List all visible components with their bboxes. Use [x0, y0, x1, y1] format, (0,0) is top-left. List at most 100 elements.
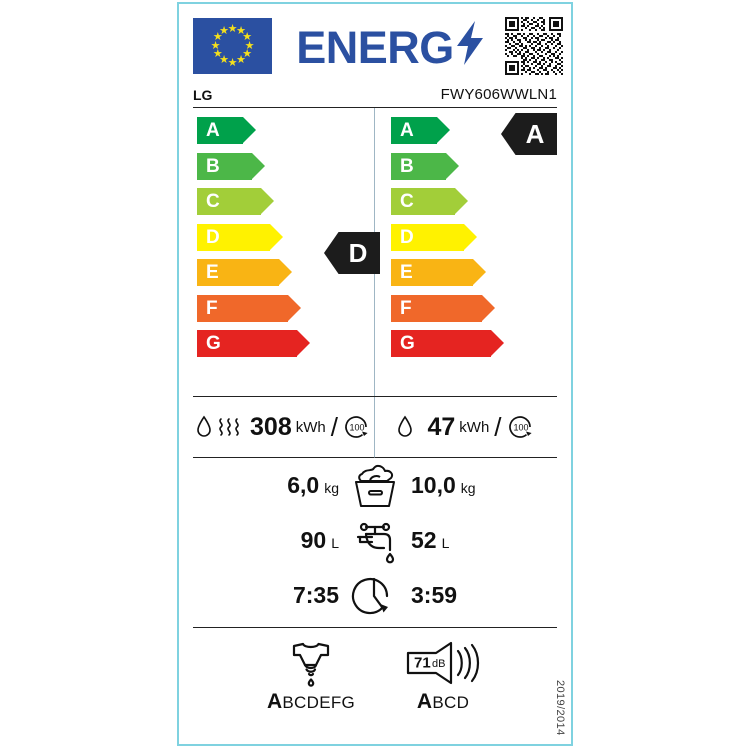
- duration-left-value: 7:35: [292, 582, 339, 608]
- eu-star-icon: ★: [242, 48, 253, 60]
- capacity-left: 6,0 kg: [211, 472, 339, 499]
- noise-emission: 71 dB ABCD: [403, 638, 483, 714]
- brand-model-row: LG FWY606WWLN1: [193, 82, 557, 108]
- energy-class-letter: E: [206, 262, 219, 283]
- energy-class-letter: A: [206, 120, 220, 141]
- energy-class-letter: G: [206, 333, 221, 354]
- eu-star-icon: ★: [242, 31, 253, 43]
- energy-class-letter: E: [400, 262, 413, 283]
- eu-energy-label: ★ ★ ★ ★ ★ ★ ★ ★ ★ ★ ★ ★ ENERG: [177, 2, 573, 746]
- regulation-reference: 2019/2014: [554, 680, 566, 736]
- bottom-classes-row: ABCDEFG 71 dB: [193, 627, 557, 723]
- water-right-unit: L: [441, 535, 450, 551]
- energy-class-letter: C: [206, 191, 220, 212]
- energy-class-arrow-d: D: [391, 223, 557, 251]
- spin-remaining-classes: BCDEFG: [282, 693, 356, 712]
- model-name: FWY606WWLN1: [440, 86, 557, 103]
- clock-icon: [339, 571, 411, 621]
- heat-waves-icon: [219, 418, 239, 436]
- eu-star-icon: ★: [212, 48, 223, 60]
- energy-value-wash-dry: 308: [250, 412, 292, 441]
- eu-star-icon: ★: [236, 54, 246, 67]
- energy-class-arrow-e: E: [197, 259, 374, 286]
- water-right-value: 52: [411, 527, 437, 553]
- spin-tshirt-icon: [280, 638, 342, 688]
- water-left-unit: L: [331, 535, 339, 551]
- capacity-left-value: 6,0: [287, 472, 320, 498]
- svg-text:100: 100: [513, 423, 528, 433]
- energy-class-arrow-g: G: [391, 330, 557, 357]
- energy-class-letter: F: [400, 297, 412, 319]
- spin-class-line: ABCDEFG: [267, 690, 355, 714]
- energy-class-arrow-a: A: [197, 117, 374, 144]
- brand-name: LG: [193, 86, 213, 103]
- lightning-bolt-icon: [455, 20, 485, 72]
- energy-unit-wash-dry: kWh: [295, 418, 326, 436]
- energy-class-letter: C: [400, 191, 414, 212]
- spin-drying-efficiency: ABCDEFG: [267, 638, 355, 714]
- energy-class-arrow-a: A: [391, 117, 557, 144]
- capacity-right: 10,0 kg: [411, 472, 539, 499]
- noise-rated-class: A: [416, 690, 433, 713]
- energy-class-arrow-b: B: [391, 152, 557, 180]
- capacity-right-value: 10,0: [411, 472, 456, 498]
- eu-star-icon: ★: [212, 31, 223, 43]
- svg-text:100: 100: [349, 423, 364, 433]
- eu-star-icon: ★: [219, 24, 229, 37]
- capacity-left-unit: kg: [324, 480, 339, 496]
- qr-code-icon: [505, 17, 563, 75]
- per-slash: /: [494, 411, 502, 442]
- svg-text:dB: dB: [432, 658, 445, 670]
- laundry-basket-icon: [339, 463, 411, 509]
- eu-star-icon: ★: [219, 54, 229, 67]
- faucet-icon: [339, 518, 411, 564]
- duration-right: 3:59: [411, 582, 539, 609]
- hundred-cycles-icon: 100: [508, 416, 532, 438]
- eu-star-icon: ★: [210, 39, 221, 52]
- energy-class-arrow-f: F: [197, 294, 374, 322]
- label-header: ★ ★ ★ ★ ★ ★ ★ ★ ★ ★ ★ ★ ENERG: [179, 4, 571, 82]
- capacity-right-unit: kg: [460, 480, 476, 496]
- water-drop-icon: [197, 415, 211, 437]
- energy-consumption-wash-dry: 308 kWh / 100: [193, 397, 375, 458]
- water-right: 52 L: [411, 527, 539, 554]
- eu-star-icon: ★: [236, 24, 246, 37]
- hundred-cycles-icon: 100: [345, 416, 368, 438]
- energy-class-arrow-b: B: [197, 152, 374, 180]
- energy-class-letter: D: [206, 226, 220, 248]
- energy-class-arrow-c: C: [197, 188, 374, 215]
- speaker-noise-icon: 71 dB: [403, 638, 483, 688]
- energy-class-letter: G: [400, 333, 415, 354]
- energy-class-arrow-g: G: [197, 330, 374, 357]
- energy-unit-wash: kWh: [459, 418, 490, 436]
- energy-consumption-wash: 47 kWh / 100: [375, 397, 557, 458]
- water-left: 90 L: [211, 527, 339, 554]
- energy-wordmark: ENERG: [272, 20, 505, 72]
- energy-class-letter: D: [400, 226, 414, 248]
- energy-class-letter: B: [206, 155, 220, 177]
- eu-star-icon: ★: [244, 39, 255, 52]
- noise-value: 71: [414, 655, 431, 672]
- energy-class-letter: B: [400, 155, 414, 177]
- specifications: 6,0 kg 10,0 kg: [193, 458, 557, 623]
- energy-class-letter: A: [400, 120, 414, 141]
- energy-class-letter: F: [206, 297, 218, 319]
- water-left-value: 90: [300, 527, 327, 553]
- energy-class-arrow-e: E: [391, 259, 557, 286]
- water-consumption-row: 90 L: [193, 513, 557, 568]
- energy-class-arrow-c: C: [391, 188, 557, 215]
- energy-class-arrow-f: F: [391, 294, 557, 322]
- per-slash: /: [330, 411, 338, 442]
- eu-star-icon: ★: [227, 56, 238, 69]
- energy-consumption-row: 308 kWh / 100 47 kWh / 100: [193, 396, 557, 458]
- duration-row: 7:35 3:59: [193, 568, 557, 623]
- noise-class-line: ABCD: [417, 690, 469, 714]
- eu-flag-icon: ★ ★ ★ ★ ★ ★ ★ ★ ★ ★ ★ ★: [193, 18, 272, 74]
- noise-remaining-classes: BCD: [432, 693, 470, 712]
